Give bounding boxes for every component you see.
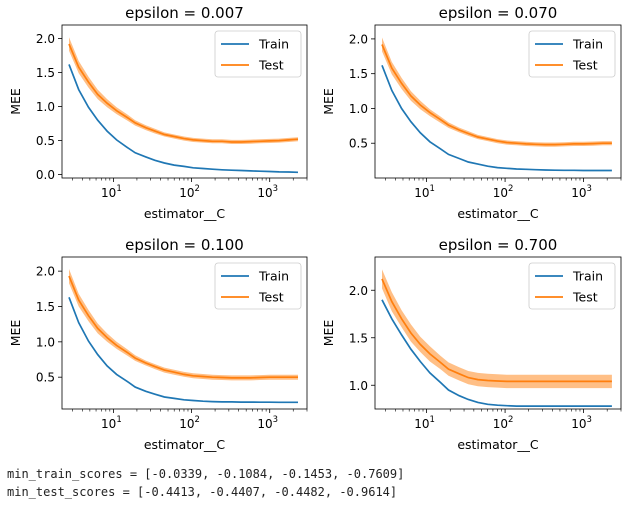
x-tick-label: 101 — [414, 184, 435, 200]
legend: Train Test — [214, 262, 302, 310]
y-tick-label: 0.5 — [349, 137, 368, 151]
x-tick-label: 103 — [257, 415, 278, 431]
subplot-1: epsilon = 0.007 0.0 0.5 1.0 1.5 2.0 101 102 103 e… — [8, 4, 308, 221]
subplot-title: epsilon = 0.100 — [125, 236, 244, 254]
plot-area — [381, 269, 612, 407]
axes-frame — [61, 24, 308, 179]
x-tick-label: 101 — [101, 184, 122, 200]
x-tick-label: 101 — [414, 415, 435, 431]
test-line — [381, 44, 612, 146]
y-tick-label: 2.0 — [36, 32, 55, 46]
train-line — [381, 299, 612, 407]
y-tick-label: 0.0 — [36, 168, 55, 182]
legend-test-label: Test — [572, 58, 598, 73]
legend: Train Test — [528, 30, 616, 78]
x-tick-label: 103 — [571, 184, 592, 200]
train-line — [68, 64, 299, 174]
y-tick-label: 2.0 — [349, 284, 368, 298]
test-line — [68, 43, 299, 143]
y-tick-label: 1.5 — [349, 67, 368, 81]
x-axis-label: estimator__C — [457, 437, 539, 452]
y-tick-label: 1.0 — [349, 379, 368, 393]
y-tick-label: 1.0 — [36, 100, 55, 114]
legend-train-label: Train — [258, 37, 289, 52]
min-train-scores-output: min_train_scores = [-0.0339, -0.1084, -0… — [7, 467, 405, 481]
x-tick-label: 101 — [101, 415, 122, 431]
y-axis-label: MEE — [321, 88, 336, 115]
legend: Train Test — [528, 262, 616, 310]
test-line — [381, 278, 612, 383]
legend-test-label: Test — [572, 290, 598, 305]
min-test-scores-output: min_test_scores = [-0.4413, -0.4407, -0.… — [7, 485, 398, 499]
y-tick-label: 1.5 — [36, 66, 55, 80]
legend-train-label: Train — [572, 269, 603, 284]
y-axis-label: MEE — [8, 320, 23, 347]
x-tick-label: 102 — [179, 415, 200, 431]
y-tick-label: 1.0 — [36, 335, 55, 349]
y-tick-label: 2.0 — [36, 265, 55, 279]
test-std-band — [382, 269, 612, 389]
train-line — [68, 296, 298, 404]
legend-train-label: Train — [572, 37, 603, 52]
y-tick-label: 2.0 — [349, 32, 368, 46]
legend-test-label: Test — [258, 290, 284, 305]
subplot-title: epsilon = 0.007 — [125, 4, 244, 22]
y-tick-label: 1.5 — [349, 331, 368, 345]
x-tick-label: 102 — [493, 415, 514, 431]
x-tick-label: 102 — [179, 184, 200, 200]
train-line — [381, 64, 612, 172]
x-tick-label: 102 — [493, 184, 514, 200]
axes-frame — [374, 24, 622, 179]
legend-test-label: Test — [258, 58, 284, 73]
x-axis-label: estimator__C — [457, 206, 539, 221]
axes-frame — [61, 256, 308, 410]
legend: Train Test — [214, 30, 302, 78]
test-line — [68, 275, 298, 379]
y-axis-label: MEE — [321, 320, 336, 347]
axes-frame — [374, 256, 622, 410]
x-axis-label: estimator__C — [144, 206, 226, 221]
x-tick-label: 103 — [257, 184, 278, 200]
y-tick-label: 1.5 — [36, 300, 55, 314]
subplot-title: epsilon = 0.700 — [439, 236, 558, 254]
plot-area — [381, 37, 612, 172]
y-axis-label: MEE — [8, 88, 23, 115]
x-axis-label: estimator__C — [144, 437, 226, 452]
subplot-3: epsilon = 0.100 0.5 1.0 1.5 2.0 101 102 103 esti… — [8, 236, 308, 452]
subplot-4: epsilon = 0.700 1.0 1.5 2.0 101 102 103 estimat… — [321, 236, 622, 452]
subplot-title: epsilon = 0.070 — [439, 4, 558, 22]
x-tick-label: 103 — [571, 415, 592, 431]
plot-area — [68, 269, 298, 404]
y-tick-label: 0.5 — [36, 371, 55, 385]
legend-train-label: Train — [258, 269, 289, 284]
plot-area — [68, 37, 299, 174]
y-tick-label: 1.0 — [349, 102, 368, 116]
y-tick-label: 0.5 — [36, 134, 55, 148]
subplot-2: epsilon = 0.070 0.5 1.0 1.5 2.0 101 102 103 esti… — [321, 4, 622, 221]
